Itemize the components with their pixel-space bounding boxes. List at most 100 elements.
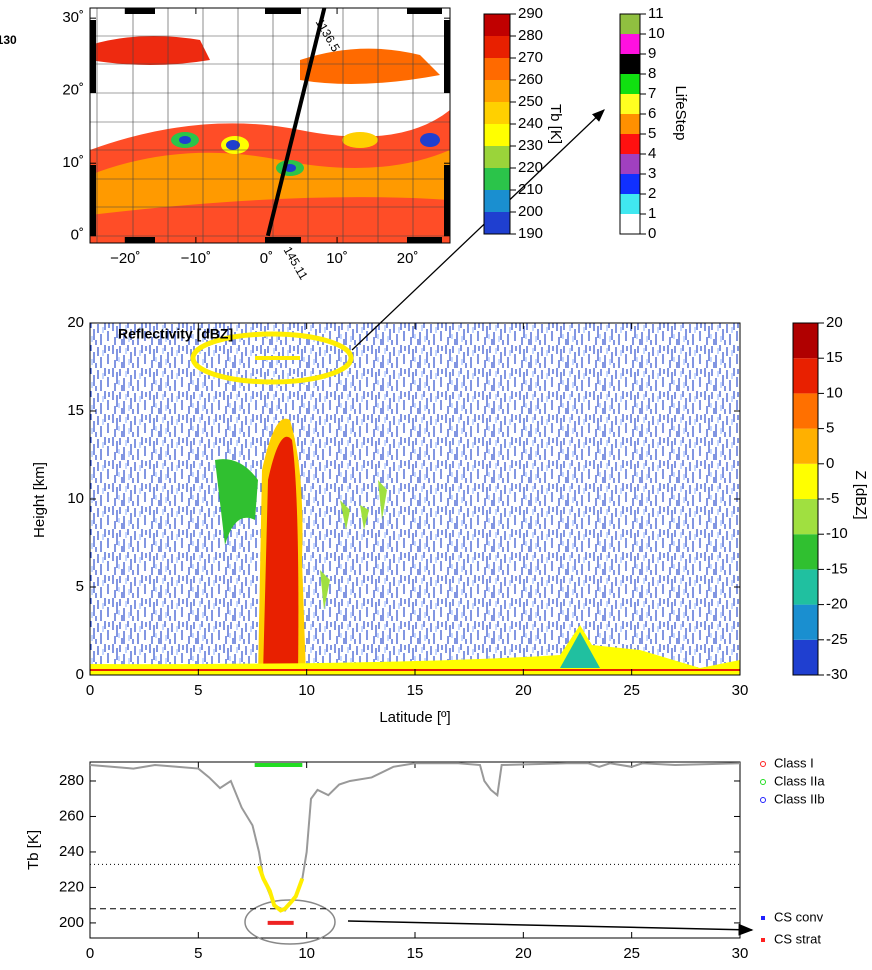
x-tick-label: 20˚ <box>397 250 419 267</box>
highlight-ellipse <box>244 899 336 945</box>
colorbar-tick-label: 2 <box>648 185 656 202</box>
series-line <box>257 865 305 913</box>
x-axis-label: Latitude [º] <box>379 709 450 726</box>
x-tick-label: 5 <box>194 682 202 699</box>
x-tick-label: 15 <box>407 945 424 962</box>
colorbar-swatch <box>793 463 818 499</box>
legend-label: Class I <box>774 755 814 770</box>
colorbar-swatch <box>484 212 510 234</box>
x-tick-label: 25 <box>623 682 640 699</box>
y-tick-label: 5 <box>76 578 84 595</box>
colorbar-swatch <box>793 393 818 429</box>
colorbar-swatch <box>484 146 510 168</box>
y-tick-label: 220 <box>59 878 84 895</box>
colorbar-swatch <box>793 358 818 394</box>
colorbar-label: Z [dBZ] <box>852 470 869 519</box>
colorbar-swatch <box>484 80 510 102</box>
y-axis-label: Height [km] <box>31 462 48 538</box>
colorbar-tick-label: 5 <box>826 420 834 437</box>
colorbar-tick-label: 210 <box>518 181 543 198</box>
x-tick-label: 20 <box>515 945 532 962</box>
map-annotation: 145.11 <box>281 244 311 282</box>
x-tick-label: 10 <box>298 682 315 699</box>
x-tick-label: 0˚ <box>260 250 273 267</box>
legend-marker <box>760 761 766 767</box>
legend-label: Class IIa <box>774 773 825 788</box>
colorbar-swatch <box>484 36 510 58</box>
colorbar-tick-label: 0 <box>648 225 656 242</box>
plot-frame <box>89 761 741 939</box>
colorbar-swatch <box>620 94 640 114</box>
legend-label: Class IIb <box>774 791 825 806</box>
arrow <box>351 109 605 351</box>
colorbar-tick-label: 6 <box>648 105 656 122</box>
colorbar-swatch <box>793 569 818 605</box>
panel-title: Reflectivity [dBZ] <box>118 326 233 342</box>
colorbar-tick-label: -10 <box>826 525 848 542</box>
colorbar-swatch <box>484 102 510 124</box>
colorbar-tick-label: 4 <box>648 145 656 162</box>
colorbar-tick-label: 280 <box>518 27 543 44</box>
highlight-ellipse <box>190 331 354 385</box>
colorbar-tick-label: 290 <box>518 5 543 22</box>
colorbar-tick-label: 20 <box>826 314 843 331</box>
y-tick-label: 200 <box>59 914 84 931</box>
x-tick-label: 0 <box>86 682 94 699</box>
colorbar-tick-label: 3 <box>648 165 656 182</box>
colorbar-tick-label: 5 <box>648 125 656 142</box>
x-tick-label: 20 <box>515 682 532 699</box>
colorbar-swatch <box>620 154 640 174</box>
colorbar-swatch <box>620 174 640 194</box>
y-tick-label: 0˚ <box>71 227 84 244</box>
colorbar-tick-label: 190 <box>518 225 543 242</box>
x-tick-label: 5 <box>194 945 202 962</box>
colorbar-tick-label: 260 <box>518 71 543 88</box>
colorbar-label: Tb [K] <box>547 104 564 144</box>
colorbar-swatch <box>620 14 640 34</box>
colorbar-tick-label: 1 <box>648 205 656 222</box>
legend-marker <box>760 779 766 785</box>
colorbar-swatch <box>620 74 640 94</box>
colorbar-tick-label: 0 <box>826 455 834 472</box>
legend-label: CS conv <box>774 909 824 924</box>
y-tick-label: 10 <box>67 490 84 507</box>
colorbar-tick-label: -25 <box>826 631 848 648</box>
x-tick-label: 25 <box>623 945 640 962</box>
y-tick-label: 20 <box>67 314 84 331</box>
colorbar-tick-label: 10 <box>648 25 665 42</box>
colorbar-swatch <box>793 428 818 464</box>
colorbar-frame <box>619 13 641 235</box>
map-frame-blocks <box>90 8 450 243</box>
colorbar-swatch <box>620 34 640 54</box>
colorbar-tick-label: 10 <box>826 384 843 401</box>
series-line <box>89 762 741 912</box>
legend-marker <box>761 938 765 942</box>
y-tick-label: 10˚ <box>62 154 84 171</box>
y-tick-label: 20˚ <box>62 82 84 99</box>
x-tick-label: −20˚ <box>110 250 140 267</box>
colorbar-label: LifeStep <box>672 85 689 140</box>
y-tick-label: 280 <box>59 772 84 789</box>
reflectivity-image <box>90 323 740 675</box>
x-tick-label: 15 <box>407 682 424 699</box>
x-tick-label: 30 <box>732 945 749 962</box>
colorbar-swatch <box>793 604 818 640</box>
colorbar-tick-label: 240 <box>518 115 543 132</box>
colorbar-tick-label: -15 <box>826 560 848 577</box>
colorbar-tick-label: 7 <box>648 85 656 102</box>
map-image <box>90 8 450 243</box>
x-tick-label: 10˚ <box>326 250 348 267</box>
colorbar-swatch <box>793 323 818 359</box>
colorbar-tick-label: 270 <box>518 49 543 66</box>
colorbar-tick-label: 200 <box>518 203 543 220</box>
map-annotation: 0130 <box>0 33 17 47</box>
legend-label: CS strat <box>774 931 821 946</box>
x-tick-label: 30 <box>732 682 749 699</box>
colorbar-tick-label: 8 <box>648 65 656 82</box>
colorbar-swatch <box>484 168 510 190</box>
colorbar-swatch <box>793 534 818 570</box>
y-tick-label: 260 <box>59 807 84 824</box>
colorbar-tick-label: 9 <box>648 45 656 62</box>
colorbar-swatch <box>620 214 640 234</box>
x-tick-label: −10˚ <box>181 250 211 267</box>
